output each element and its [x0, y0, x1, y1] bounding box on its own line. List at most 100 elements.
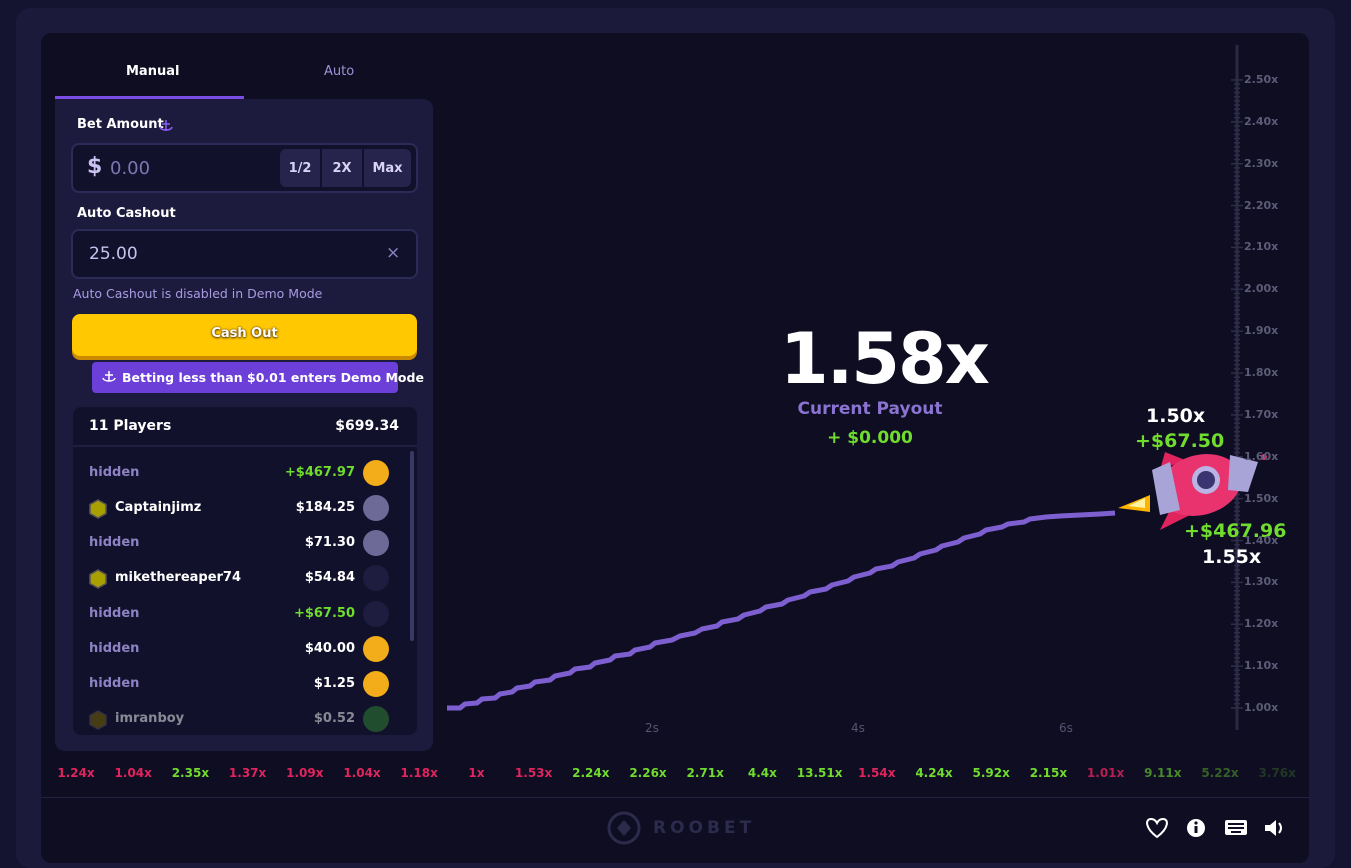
- player-name: hidden: [89, 676, 140, 691]
- demo-notice: Betting less than $0.01 enters Demo Mode: [92, 362, 424, 393]
- y-tick-label: 1.30x: [1244, 575, 1279, 589]
- history-item: 1.37x: [228, 766, 267, 780]
- payout-curve: [447, 510, 1116, 711]
- marker-amount: +$467.96: [1184, 520, 1287, 542]
- brand-name: ROOBET: [653, 818, 756, 838]
- y-tick-label: 1.50x: [1244, 491, 1279, 505]
- player-name: Captainjimz: [115, 500, 202, 515]
- sol-icon: [363, 601, 389, 627]
- anchor-icon: [102, 371, 116, 382]
- clear-button[interactable]: ×: [386, 243, 401, 263]
- player-name: mikethereaper74: [115, 570, 242, 585]
- player-row: hidden $71.30: [73, 526, 417, 561]
- y-tick-label: 2.30x: [1244, 156, 1279, 170]
- rank-badge: [89, 710, 107, 730]
- history-item: 2.71x: [686, 766, 724, 780]
- favorite-icon[interactable]: [1146, 817, 1168, 839]
- double-button[interactable]: 2X: [322, 149, 362, 187]
- marker-amount: +$67.50: [1135, 430, 1225, 452]
- history-item: 5.22x: [1201, 766, 1239, 780]
- player-amount: $40.00: [304, 641, 355, 656]
- player-row: Captainjimz $184.25: [73, 491, 417, 526]
- history-item: 9.11x: [1144, 766, 1182, 780]
- history-item: 1.53x: [514, 766, 553, 780]
- page: Crash game {"tabs": ["Manual", "Auto"], …: [16, 8, 1335, 868]
- players-total: $699.34: [335, 418, 399, 434]
- player-amount: +$67.50: [293, 606, 355, 621]
- divider: [73, 445, 417, 447]
- player-name: hidden: [89, 535, 140, 550]
- y-tick-label: 2.50x: [1244, 72, 1279, 86]
- history-item: 1.01x: [1086, 766, 1125, 780]
- y-tick-label: 1.90x: [1244, 324, 1279, 338]
- cashout-label: Auto Cashout: [77, 206, 176, 221]
- history-item: 1x: [468, 766, 485, 780]
- sound-icon[interactable]: [1265, 820, 1276, 836]
- rocket: [1118, 452, 1267, 530]
- footer-divider: [41, 797, 1309, 798]
- tab-underline: [55, 96, 244, 99]
- player-amount: $54.84: [304, 570, 355, 585]
- marker-multiplier: 1.50x: [1146, 405, 1206, 427]
- history-item: 13.51x: [796, 766, 843, 780]
- y-tick-label: 1.40x: [1244, 533, 1279, 547]
- rank-badge: [89, 499, 107, 519]
- player-count: 11 Players: [89, 418, 172, 434]
- history-item: 1.18x: [400, 766, 438, 780]
- history-item: 1.54x: [858, 766, 896, 780]
- scrollbar[interactable]: [410, 451, 414, 641]
- y-tick-label: 2.40x: [1244, 114, 1279, 128]
- btc-icon: [363, 636, 389, 662]
- player-name: hidden: [89, 606, 140, 621]
- player-row: mikethereaper74 $54.84: [73, 561, 417, 596]
- marker-multiplier: 1.55x: [1202, 546, 1262, 568]
- tab-auto[interactable]: Auto: [324, 64, 355, 79]
- player-amount: $0.52: [313, 711, 355, 726]
- player-row: hidden +$67.50: [73, 597, 417, 632]
- x-tick-label: 2s: [645, 721, 659, 735]
- bet-input[interactable]: $ 0.00 1/2 2X Max: [71, 143, 418, 193]
- current-multiplier: 1.58x: [780, 318, 990, 400]
- max-button[interactable]: Max: [364, 149, 411, 187]
- half-button[interactable]: 1/2: [280, 149, 320, 187]
- player-row: imranboy $0.52: [73, 702, 417, 735]
- player-amount: +$467.97: [284, 465, 355, 480]
- player-row: hidden $40.00: [73, 632, 417, 667]
- history-item: 2.15x: [1029, 766, 1068, 780]
- cashout-value: 25.00: [89, 244, 138, 264]
- footer-icons: [1146, 817, 1282, 839]
- history-item: 1.04x: [114, 766, 152, 780]
- player-row: hidden +$467.97: [73, 456, 417, 491]
- demo-notice-text: Betting less than $0.01 enters Demo Mode: [122, 370, 424, 385]
- history-item: 3.76x: [1258, 766, 1296, 780]
- y-tick-label: 1.70x: [1244, 407, 1279, 421]
- history-item: 2.26x: [629, 766, 667, 780]
- y-tick-label: 1.10x: [1244, 659, 1279, 673]
- cashout-input[interactable]: 25.00 ×: [71, 229, 418, 279]
- history-item: 2.35x: [171, 766, 210, 780]
- anchor-icon: [159, 120, 173, 131]
- ruler-ticks: [1231, 79, 1243, 709]
- payout-caption: Current Payout: [797, 399, 943, 419]
- history-item: 4.24x: [915, 766, 953, 780]
- btc-icon: [363, 671, 389, 697]
- y-tick-label: 1.00x: [1244, 701, 1279, 714]
- y-tick-label: 1.60x: [1244, 449, 1279, 463]
- graph: [447, 45, 1267, 730]
- brand-logo: [607, 811, 641, 845]
- eth-icon: [363, 530, 389, 556]
- player-amount: $71.30: [304, 535, 355, 550]
- page-body: Manual Auto Bet Amount $ 0.00 1/2 2X Max…: [16, 8, 1335, 868]
- history-item: 5.92x: [972, 766, 1010, 780]
- player-amount: $184.25: [295, 500, 355, 515]
- currency-symbol: $: [87, 154, 103, 179]
- eth-icon: [363, 495, 389, 521]
- history-item: 1.04x: [343, 766, 381, 780]
- y-tick-label: 1.20x: [1244, 617, 1279, 631]
- player-name: hidden: [89, 465, 140, 480]
- btc-icon: [363, 460, 389, 486]
- tab-manual[interactable]: Manual: [126, 64, 180, 79]
- cash-icon: [363, 706, 389, 732]
- cash-out-button[interactable]: Cash Out: [72, 314, 417, 356]
- bet-label: Bet Amount: [77, 117, 164, 132]
